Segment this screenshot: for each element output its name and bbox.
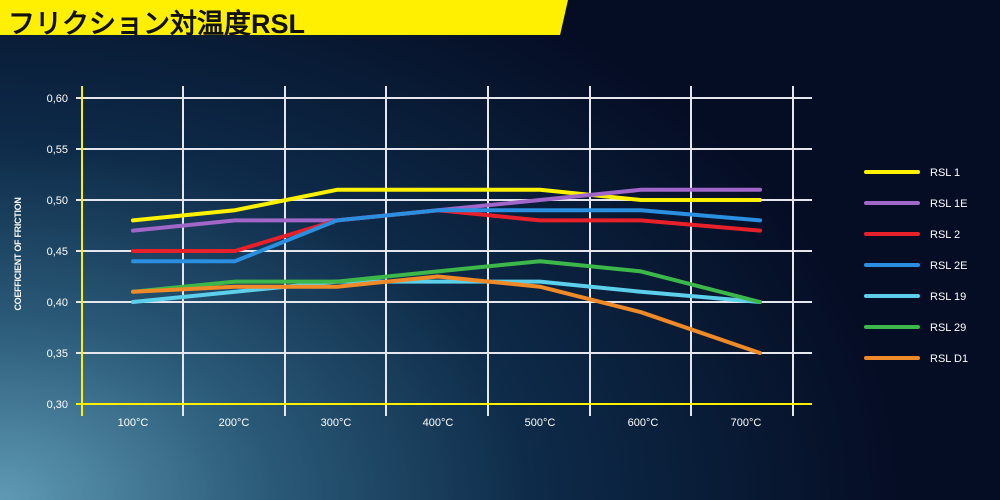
x-tick-label: 700°C [731, 417, 762, 429]
legend-label: RSL D1 [930, 353, 968, 365]
title-banner [0, 0, 568, 35]
series-line-rsl-2 [131, 208, 762, 253]
y-tick-label: 0,40 [47, 297, 68, 309]
y-tick-label: 0,30 [47, 399, 68, 411]
y-tick-label: 0,45 [47, 246, 68, 258]
x-tick-label: 200°C [219, 417, 250, 429]
series-line-rsl-d1 [131, 274, 762, 355]
legend-label: RSL 1E [930, 198, 968, 210]
legend-label: RSL 2E [930, 260, 968, 272]
y-tick-label: 0,35 [47, 348, 68, 360]
x-tick-label: 100°C [118, 417, 149, 429]
legend-label: RSL 29 [930, 322, 966, 334]
series-line-rsl-2e [131, 208, 762, 264]
chart-title: フリクション対温度RSL [8, 9, 305, 39]
legend-label: RSL 2 [930, 229, 960, 241]
series-line-rsl-29 [131, 259, 762, 304]
legend-label: RSL 19 [930, 291, 966, 303]
y-tick-label: 0,55 [47, 144, 68, 156]
x-tick-label: 400°C [423, 417, 454, 429]
series-line-rsl-1 [131, 187, 762, 223]
x-tick-label: 500°C [525, 417, 556, 429]
x-tick-label: 300°C [321, 417, 352, 429]
legend-label: RSL 1 [930, 167, 960, 179]
series-line-rsl-19 [131, 279, 762, 304]
x-tick-label: 600°C [628, 417, 659, 429]
y-tick-label: 0,60 [47, 93, 68, 105]
y-tick-label: 0,50 [47, 195, 68, 207]
